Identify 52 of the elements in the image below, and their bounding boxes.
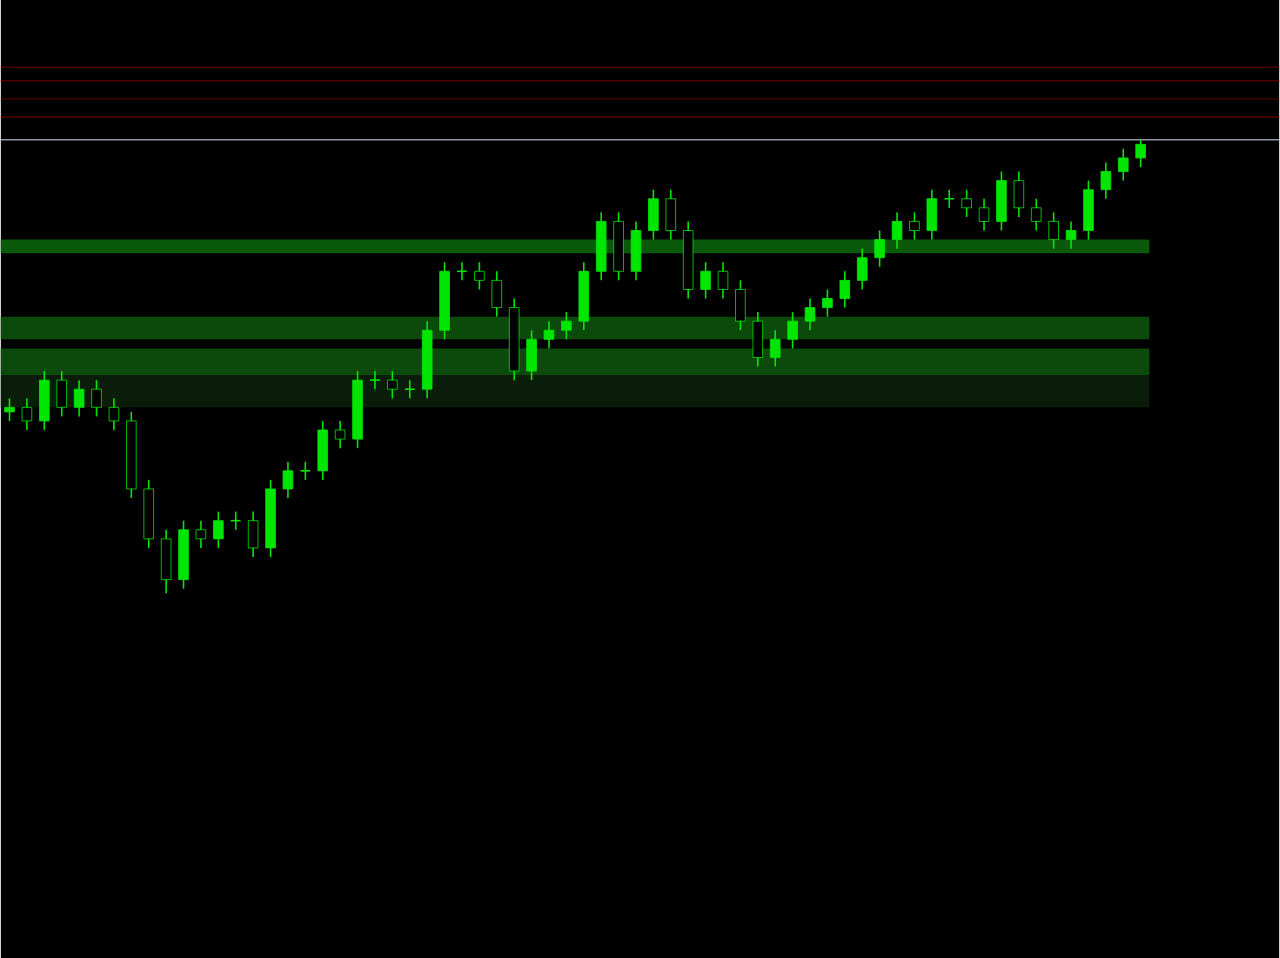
candlestick <box>1083 179 1094 240</box>
candlestick <box>891 211 903 250</box>
candlestick <box>91 378 102 417</box>
candlestick <box>1065 220 1077 250</box>
candlestick <box>787 310 798 349</box>
candlestick <box>56 369 67 417</box>
candlestick <box>526 329 537 381</box>
candlestick <box>543 320 555 349</box>
candlestick <box>369 369 381 390</box>
candlestick <box>474 261 485 290</box>
candlestick <box>822 288 833 318</box>
candlestick <box>561 310 572 340</box>
candlestick <box>299 460 312 481</box>
candlestick <box>909 211 920 240</box>
candlestick <box>334 419 346 449</box>
candlestick <box>996 170 1007 231</box>
candlestick <box>213 510 224 549</box>
candlestick <box>1135 138 1146 168</box>
candlestick <box>665 188 677 240</box>
candlestick <box>39 369 50 431</box>
candlestick <box>804 297 816 331</box>
candlestick <box>926 188 938 240</box>
candlestick <box>387 369 398 399</box>
candlestick <box>700 261 711 299</box>
candlestick <box>717 261 729 299</box>
candlestick <box>648 188 659 240</box>
candlestick <box>160 528 172 594</box>
candlestick <box>1100 161 1112 200</box>
candlestick <box>874 229 885 268</box>
candlestick <box>961 188 972 218</box>
candlestick <box>856 247 868 290</box>
candlestick <box>1030 197 1042 231</box>
candlestick <box>247 510 259 558</box>
candlestick <box>735 279 746 331</box>
candlestick <box>1048 211 1059 250</box>
candlestick <box>630 220 642 281</box>
candlestick <box>752 310 764 367</box>
candlestick <box>4 397 15 422</box>
candlestick <box>491 270 503 318</box>
candlestick <box>769 329 781 367</box>
candlestick <box>282 460 294 499</box>
candlestick <box>21 397 33 431</box>
candlestick <box>1013 170 1025 218</box>
candlestick <box>1117 147 1129 182</box>
candlestick <box>195 519 207 549</box>
candlestick <box>943 188 955 209</box>
candlestick <box>108 397 120 431</box>
candlestick <box>978 197 990 231</box>
candlestick <box>73 378 85 417</box>
candlestick <box>317 419 329 481</box>
candlestick <box>839 270 851 308</box>
candlestick <box>404 378 416 399</box>
